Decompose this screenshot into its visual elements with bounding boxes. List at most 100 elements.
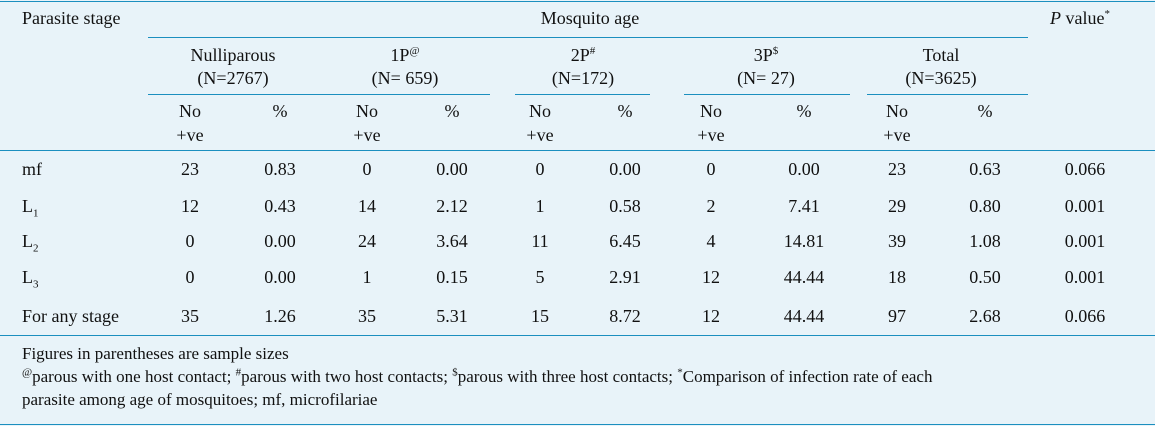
table-cell: 11 — [531, 231, 549, 251]
group-n-3: (N= 27) — [737, 68, 795, 88]
subheader-ve-0: +ve — [176, 125, 204, 145]
group-name: 1P — [390, 45, 410, 65]
table-cell: 39 — [888, 231, 906, 251]
table-cell: 12 — [702, 267, 720, 287]
group-header-0: Nulliparous — [143, 44, 323, 66]
subheader-no-3: No — [700, 101, 722, 121]
p-value-cell: 0.001 — [1064, 196, 1106, 216]
subheader-pct-4: % — [977, 101, 993, 121]
row-stage-4: For any stage — [22, 305, 119, 327]
table-cell: 23 — [181, 159, 199, 179]
table-cell: 0.43 — [264, 196, 296, 216]
stage-label: L — [22, 231, 33, 251]
group-header-2: 2P# — [493, 44, 673, 66]
table-cell: 0 — [185, 231, 195, 251]
subheader-pct-1: % — [444, 101, 460, 121]
table-cell: 3.64 — [436, 231, 468, 251]
subheader-pct-3: % — [796, 101, 812, 121]
table-cell: 0.50 — [969, 267, 1001, 287]
table-cell: 5.31 — [436, 306, 468, 326]
table-cell: 2.91 — [609, 267, 641, 287]
footnote-line-1: Figures in parentheses are sample sizes — [22, 344, 289, 363]
stage-label: mf — [22, 159, 42, 179]
table-cell: 5 — [535, 267, 545, 287]
table-cell: 2.68 — [969, 306, 1001, 326]
group-n-0: (N=2767) — [197, 68, 269, 88]
group-sup: $ — [772, 45, 779, 57]
p-value-cell: 0.066 — [1064, 159, 1106, 179]
table-cell: 0.00 — [609, 159, 641, 179]
table-cell: 0.63 — [969, 159, 1001, 179]
table-cell: 0 — [185, 267, 195, 287]
sub-rule-total — [867, 94, 1028, 95]
group-header-4: Total — [851, 44, 1031, 66]
stage-sub: 2 — [33, 242, 39, 255]
group-header-1: 1P@ — [315, 44, 495, 66]
table-cell: 1 — [535, 196, 545, 216]
table-cell: 1.08 — [969, 231, 1001, 251]
table-cell: 6.45 — [609, 231, 641, 251]
row-stage-1: L1 — [22, 195, 39, 219]
group-n-4: (N=3625) — [905, 68, 977, 88]
row-stage-0: mf — [22, 158, 42, 180]
subheader-no-4: No — [886, 101, 908, 121]
table-cell: 2 — [706, 196, 716, 216]
table-cell: 0 — [535, 159, 545, 179]
group-name: 2P — [570, 45, 590, 65]
p-value-cell: 0.001 — [1064, 231, 1106, 251]
table-cell: 0.83 — [264, 159, 296, 179]
top-rule — [0, 1, 1155, 2]
header-p-value: P value* — [1050, 7, 1110, 29]
table-cell: 8.72 — [609, 306, 641, 326]
table-cell: 0 — [706, 159, 716, 179]
group-sup: # — [589, 45, 596, 57]
table-cell: 97 — [888, 306, 906, 326]
stage-label: For any stage — [22, 306, 119, 326]
stage-sub: 3 — [33, 278, 39, 291]
header-parasite-stage: Parasite stage — [22, 8, 121, 28]
group-rule — [148, 37, 1028, 38]
table-cell: 0.80 — [969, 196, 1001, 216]
group-sup: @ — [409, 45, 420, 57]
p-symbol: P — [1050, 8, 1061, 28]
table-cell: 15 — [531, 306, 549, 326]
table-cell: 44.44 — [783, 306, 825, 326]
header-bottom-rule — [0, 150, 1155, 151]
group-n-1: (N= 659) — [371, 68, 439, 88]
table-cell: 12 — [181, 196, 199, 216]
p-value-text: value — [1061, 8, 1105, 28]
group-n-2: (N=172) — [551, 68, 615, 88]
table-cell: 0.00 — [264, 267, 296, 287]
table-cell: 14.81 — [783, 231, 825, 251]
table-cell: 7.41 — [788, 196, 820, 216]
subheader-pct-2: % — [617, 101, 633, 121]
footnote-line-3: parasite among age of mosquitoes; mf, mi… — [22, 390, 378, 409]
table-cell: 12 — [702, 306, 720, 326]
table-cell: 2.12 — [436, 196, 468, 216]
table-cell: 29 — [888, 196, 906, 216]
table-cell: 1 — [362, 267, 372, 287]
header-mosquito-age: Mosquito age — [540, 8, 640, 28]
subheader-no-2: No — [529, 101, 551, 121]
subheader-no-1: No — [356, 101, 378, 121]
sub-rule-2p — [515, 94, 650, 95]
table-cell: 0.15 — [436, 267, 468, 287]
group-name: Total — [922, 45, 960, 65]
p-value-sup: * — [1104, 8, 1110, 20]
row-stage-2: L2 — [22, 230, 39, 255]
subheader-ve-1: +ve — [353, 125, 381, 145]
subheader-ve-2: +ve — [526, 125, 554, 145]
p-value-cell: 0.066 — [1064, 306, 1106, 326]
group-header-3: 3P$ — [676, 44, 856, 66]
p-value-cell: 0.001 — [1064, 267, 1106, 287]
table-cell: 23 — [888, 159, 906, 179]
subheader-no-0: No — [179, 101, 201, 121]
table-cell: 0.00 — [436, 159, 468, 179]
table-cell: 0.00 — [264, 231, 296, 251]
bottom-rule — [0, 424, 1155, 425]
stage-label: L — [22, 196, 33, 216]
group-name: Nulliparous — [190, 45, 276, 65]
table-cell: 4 — [706, 231, 716, 251]
table-cell: 14 — [358, 196, 376, 216]
